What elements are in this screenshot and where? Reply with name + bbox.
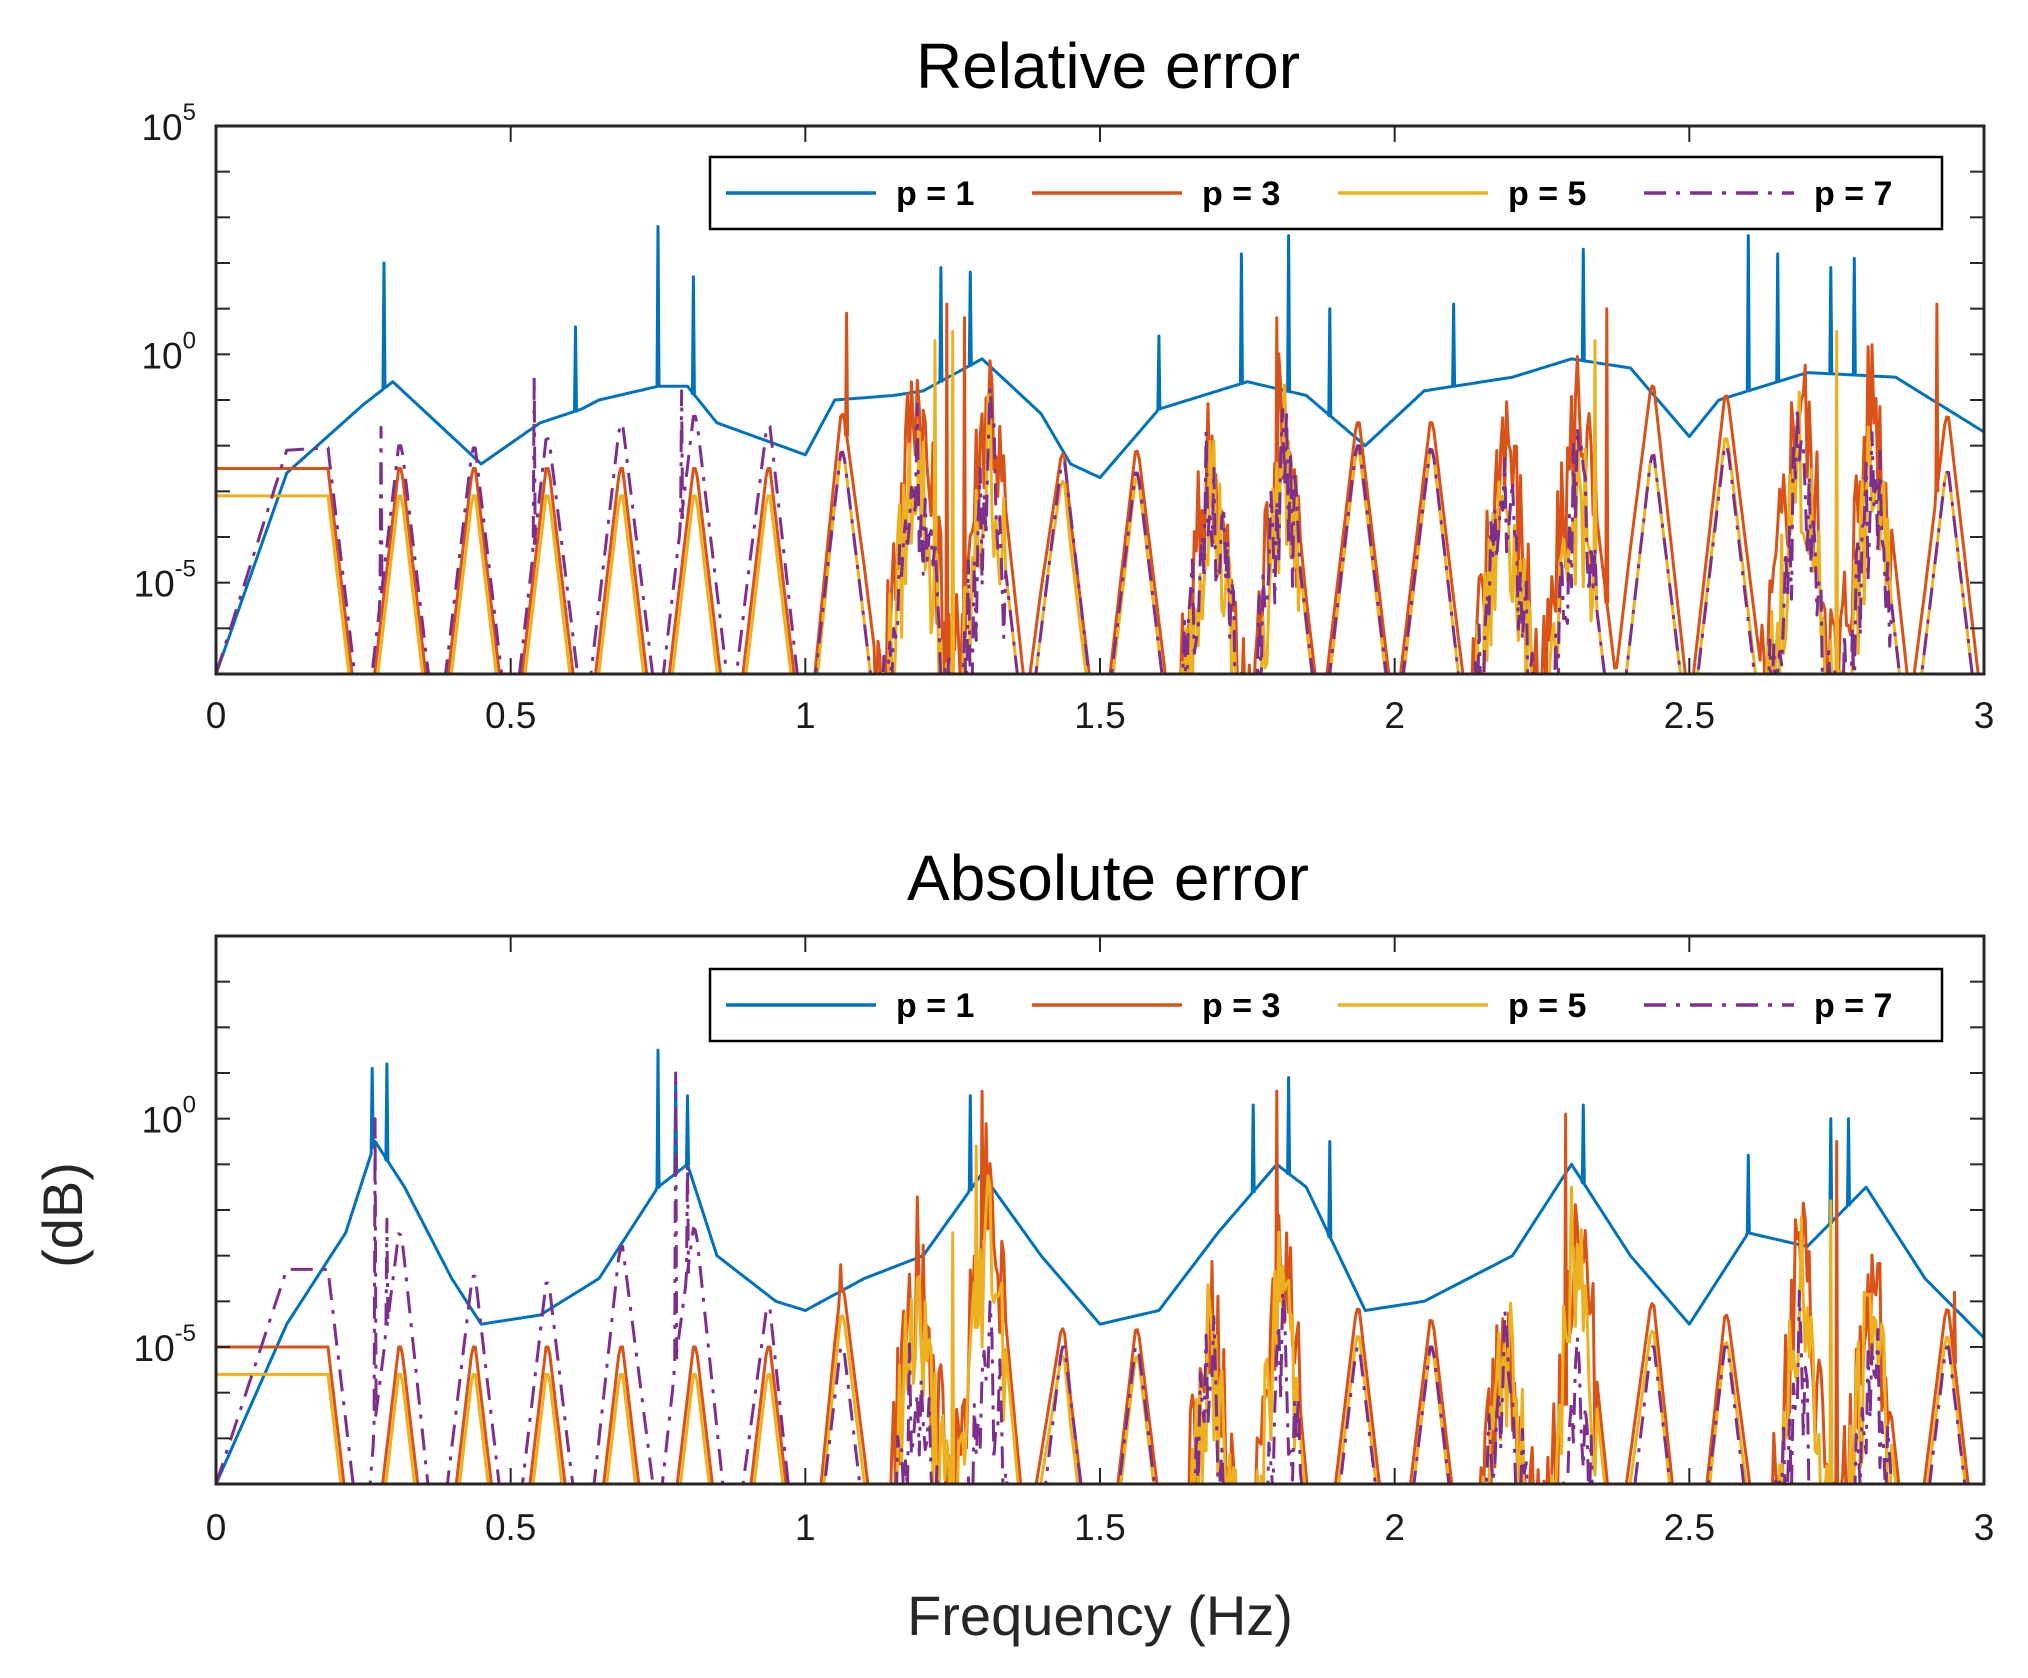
y-axis-label: (dB) [31,1162,94,1268]
legend-label: p = 5 [1508,987,1586,1025]
x-axis-label: Frequency (Hz) [907,1584,1293,1647]
legend-label: p = 3 [1202,987,1280,1025]
relative-error-title: Relative error [916,30,1300,102]
absolute-error-title: Absolute error [907,842,1309,914]
x-tick-label: 0 [206,1507,227,1548]
x-tick-label: 1.5 [1074,695,1125,736]
y-tick-label: 10-5 [134,1320,197,1369]
y-tick-label: 100 [141,1092,196,1141]
relative-error-series [216,225,1984,674]
x-tick-label: 2 [1384,1507,1405,1548]
x-tick-label: 3 [1974,1507,1995,1548]
y-tick-label: 100 [141,327,196,376]
absolute-error-legend: p = 1 p = 3 p = 5 p = 7 [708,967,1944,1043]
x-tick-label: 2.5 [1664,1507,1715,1548]
legend-label: p = 1 [896,175,974,213]
x-tick-label: 0.5 [485,695,536,736]
y-tick-label: 10-5 [134,556,197,605]
x-tick-label: 3 [1974,695,1995,736]
absolute-error-panel: Absolute error 0 0.5 1 1.5 2 2.5 3 100 10-5 p = … [134,842,1995,1548]
x-tick-label: 0.5 [485,1507,536,1548]
x-tick-label: 1.5 [1074,1507,1125,1548]
series-line-p1 [216,225,1984,674]
series-line-p1 [216,1048,1984,1484]
series-line-p3 [216,1089,1970,1484]
series-line-p7 [216,1071,1967,1484]
legend-label: p = 3 [1202,175,1280,213]
absolute-error-ticks: 0 0.5 1 1.5 2 2.5 3 100 10-5 [134,935,1995,1548]
absolute-error-series [216,1048,1984,1484]
x-tick-label: 1 [795,695,816,736]
y-tick-label: 105 [141,99,196,148]
x-tick-label: 1 [795,1507,816,1548]
series-line-p3 [216,302,1980,674]
relative-error-panel: Relative error 0 0.5 1 1.5 2 2.5 3 105 100 10-5 p… [134,30,1995,736]
legend-label: p = 5 [1508,175,1586,213]
legend-label: p = 1 [896,987,974,1025]
legend-label: p = 7 [1814,175,1892,213]
legend-label: p = 7 [1814,987,1892,1025]
x-tick-label: 0 [206,695,227,736]
x-tick-label: 2 [1384,695,1405,736]
relative-error-legend: p = 1 p = 3 p = 5 p = 7 [708,155,1944,231]
relative-error-ticks: 0 0.5 1 1.5 2 2.5 3 105 100 10-5 [134,99,1995,736]
x-tick-label: 2.5 [1664,695,1715,736]
